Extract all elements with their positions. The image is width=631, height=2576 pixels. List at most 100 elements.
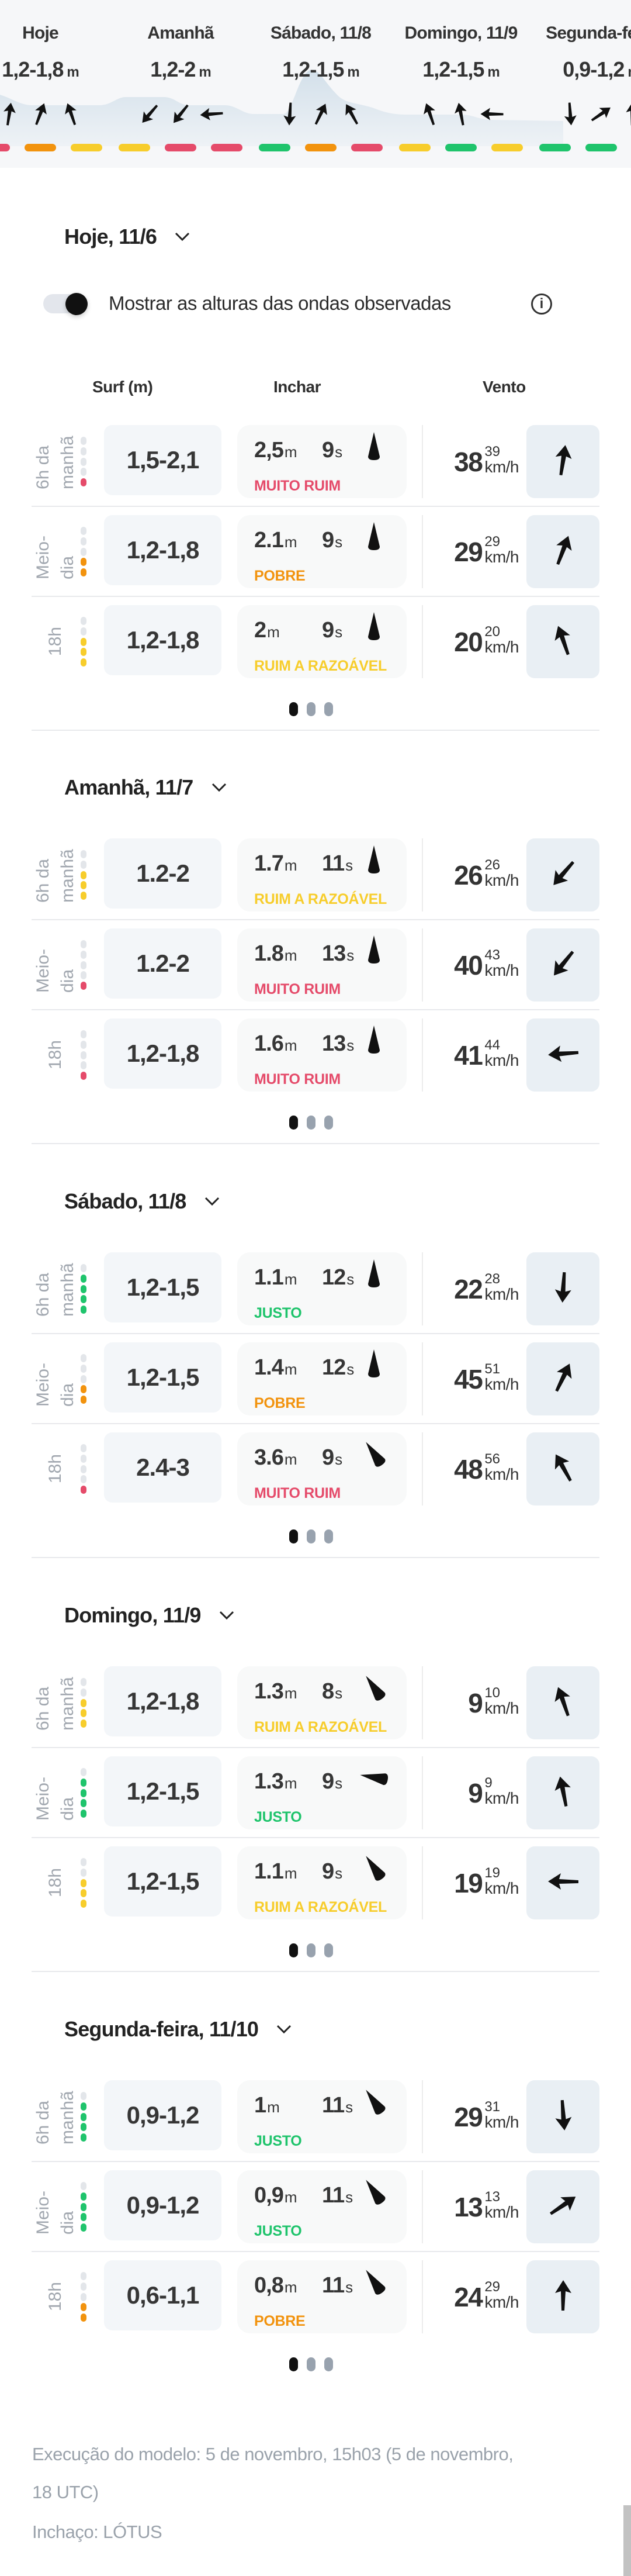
strip-day-label[interactable]: Segunda-feira bbox=[531, 23, 631, 43]
forecast-row[interactable]: Meio-dia 1,2-1,5 1.3m 9s JUSTO 9 9 km/h bbox=[0, 1747, 631, 1829]
rating-segment bbox=[81, 558, 86, 567]
day-header-toggle[interactable]: Sábado, 11/8 bbox=[64, 1169, 220, 1234]
day-header-toggle[interactable]: Hoje, 11/6 bbox=[64, 205, 190, 269]
forecast-row[interactable]: Meio-dia 1,2-1,8 2.1m 9s POBRE 29 29 km/h bbox=[0, 506, 631, 588]
wind-direction-button[interactable] bbox=[526, 1756, 599, 1829]
forecast-row[interactable]: Meio-dia 1.2-2 1.8m 13s MUITO RUIM 40 43… bbox=[0, 919, 631, 1002]
wind-direction-arrow-icon bbox=[552, 1271, 575, 1307]
wind-direction-button[interactable] bbox=[526, 425, 599, 498]
pagination-dot[interactable] bbox=[307, 702, 316, 716]
pagination-dot[interactable] bbox=[307, 1943, 316, 1957]
forecast-row[interactable]: 6h da manhã 1,5-2,1 2,5m 9s MUITO RUIM 3… bbox=[0, 425, 631, 498]
wind-direction-button[interactable] bbox=[526, 1342, 599, 1415]
forecast-row[interactable]: Meio-dia 1,2-1,5 1.4m 12s POBRE 45 51 km/… bbox=[0, 1333, 631, 1415]
rating-segment bbox=[81, 1454, 86, 1463]
strip-wind-arrow-icon bbox=[343, 102, 360, 126]
day-header-toggle[interactable]: Amanhã, 11/7 bbox=[64, 755, 227, 820]
swell-height-value: 0,9 bbox=[254, 2183, 284, 2208]
wind-speed: 22 28 km/h bbox=[427, 1252, 519, 1325]
rating-segment bbox=[81, 871, 86, 879]
pagination-dot[interactable] bbox=[324, 1943, 333, 1957]
column-divider bbox=[422, 2080, 423, 2153]
strip-day-label[interactable]: Hoje bbox=[0, 23, 110, 43]
pagination-dot[interactable] bbox=[289, 702, 298, 716]
wind-direction-button[interactable] bbox=[526, 2080, 599, 2153]
swell-height-value: 1 bbox=[254, 2093, 266, 2118]
wind-direction-arrow-icon bbox=[552, 624, 575, 659]
toggle-knob[interactable] bbox=[65, 293, 88, 315]
rating-segment bbox=[81, 1295, 86, 1304]
pagination-dot[interactable] bbox=[324, 2357, 333, 2371]
day-header-toggle[interactable]: Domingo, 11/9 bbox=[64, 1583, 235, 1648]
strip-wind-arrow-icon bbox=[141, 102, 158, 126]
forecast-row[interactable]: 6h da manhã 0,9-1,2 1m 11s JUSTO 29 31 km… bbox=[0, 2080, 631, 2153]
scrollbar-thumb[interactable] bbox=[623, 2505, 631, 2576]
pagination-dot[interactable] bbox=[289, 2357, 298, 2371]
swell-period-value: 12 bbox=[322, 1355, 346, 1380]
wind-direction-button[interactable] bbox=[526, 1018, 599, 1092]
pagination-dot[interactable] bbox=[289, 1943, 298, 1957]
forecast-row[interactable]: 6h da manhã 1,2-1,5 1.1m 12s JUSTO 22 28… bbox=[0, 1252, 631, 1325]
rating-segment bbox=[81, 1375, 86, 1383]
wind-direction-button[interactable] bbox=[526, 1666, 599, 1739]
strip-day-label[interactable]: Sábado, 11/8 bbox=[251, 23, 391, 43]
wind-speed-value: 41 bbox=[454, 1040, 483, 1071]
wind-direction-button[interactable] bbox=[526, 515, 599, 588]
pagination-dot[interactable] bbox=[324, 702, 333, 716]
rating-segment bbox=[81, 1810, 86, 1818]
wind-direction-button[interactable] bbox=[526, 605, 599, 678]
chevron-down-icon bbox=[204, 1197, 219, 1206]
wind-unit: km/h bbox=[484, 1375, 519, 1393]
swell-period-unit: s bbox=[335, 1774, 343, 1792]
column-divider bbox=[422, 515, 423, 588]
info-icon[interactable]: i bbox=[531, 293, 552, 315]
wind-speed: 26 26 km/h bbox=[427, 838, 519, 911]
swell-height: 1.3m bbox=[254, 1769, 297, 1794]
wind-direction-button[interactable] bbox=[526, 1846, 599, 1919]
day-header-toggle[interactable]: Segunda-feira, 11/10 bbox=[64, 1997, 292, 2062]
wind-direction-button[interactable] bbox=[526, 1252, 599, 1325]
pagination-dot[interactable] bbox=[289, 1116, 298, 1130]
column-divider bbox=[422, 425, 423, 498]
pagination-dot[interactable] bbox=[324, 1529, 333, 1543]
wind-gust-value: 9 bbox=[484, 1774, 493, 1791]
pagination-dot[interactable] bbox=[307, 2357, 316, 2371]
wind-direction-button[interactable] bbox=[526, 1432, 599, 1505]
wind-direction-button[interactable] bbox=[526, 2260, 599, 2333]
rating-segment bbox=[81, 1778, 86, 1787]
forecast-row[interactable]: 6h da manhã 1,2-1,8 1.3m 8s RUIM A RAZOÁ… bbox=[0, 1666, 631, 1739]
surf-rating: MUITO RUIM bbox=[254, 1485, 341, 1501]
rating-segment bbox=[81, 892, 86, 900]
swell-card: 0,8m 11s POBRE bbox=[237, 2260, 407, 2333]
wind-direction-button[interactable] bbox=[526, 838, 599, 911]
strip-height-unit: m bbox=[199, 64, 211, 80]
forecast-row[interactable]: 18h 1,2-1,8 1.6m 13s MUITO RUIM 41 44 km/… bbox=[0, 1009, 631, 1092]
wind-direction-button[interactable] bbox=[526, 2170, 599, 2243]
strip-day-label[interactable]: Amanhã bbox=[110, 23, 251, 43]
strip-day-label[interactable]: Domingo, 11/9 bbox=[391, 23, 531, 43]
swell-height: 1.4m bbox=[254, 1355, 297, 1380]
wind-speed-value: 19 bbox=[454, 1867, 483, 1898]
time-label: Meio-dia bbox=[33, 1776, 77, 1821]
wind-gust-value: 28 bbox=[484, 1270, 501, 1287]
pagination-dot[interactable] bbox=[324, 1116, 333, 1130]
forecast-row[interactable]: 6h da manhã 1.2-2 1.7m 11s RUIM A RAZOÁV… bbox=[0, 838, 631, 911]
wind-direction-button[interactable] bbox=[526, 928, 599, 1002]
pagination-dot[interactable] bbox=[307, 1116, 316, 1130]
forecast-row[interactable]: 18h 0,6-1,1 0,8m 11s POBRE 24 29 km/h bbox=[0, 2251, 631, 2333]
forecast-overview-strip[interactable]: Hoje 1,2-1,8 m Amanhã 1,2-2 m Sábado, 11/8 1,2-… bbox=[0, 0, 631, 168]
swell-period: 13s bbox=[322, 941, 354, 966]
forecast-row[interactable]: 18h 1,2-1,8 2m 9s RUIM A RAZOÁVEL 20 20 k… bbox=[0, 596, 631, 678]
forecast-row[interactable]: Meio-dia 0,9-1,2 0,9m 11s JUSTO 13 13 km/… bbox=[0, 2161, 631, 2243]
wind-gust-value: 44 bbox=[484, 1037, 501, 1053]
time-label: 6h da manhã bbox=[33, 436, 77, 489]
pagination-dot[interactable] bbox=[289, 1529, 298, 1543]
strip-rating-pill bbox=[399, 144, 431, 151]
wind-gust-value: 39 bbox=[484, 443, 501, 460]
swell-direction-icon bbox=[363, 1672, 386, 1703]
forecast-row[interactable]: 18h 2.4-3 3.6m 9s MUITO RUIM 48 56 km/h bbox=[0, 1423, 631, 1505]
wind-speed: 41 44 km/h bbox=[427, 1018, 519, 1092]
forecast-row[interactable]: 18h 1,2-1,5 1.1m 9s RUIM A RAZOÁVEL 19 1… bbox=[0, 1837, 631, 1919]
pagination-dot[interactable] bbox=[307, 1529, 316, 1543]
swell-card: 1.4m 12s POBRE bbox=[237, 1342, 407, 1415]
